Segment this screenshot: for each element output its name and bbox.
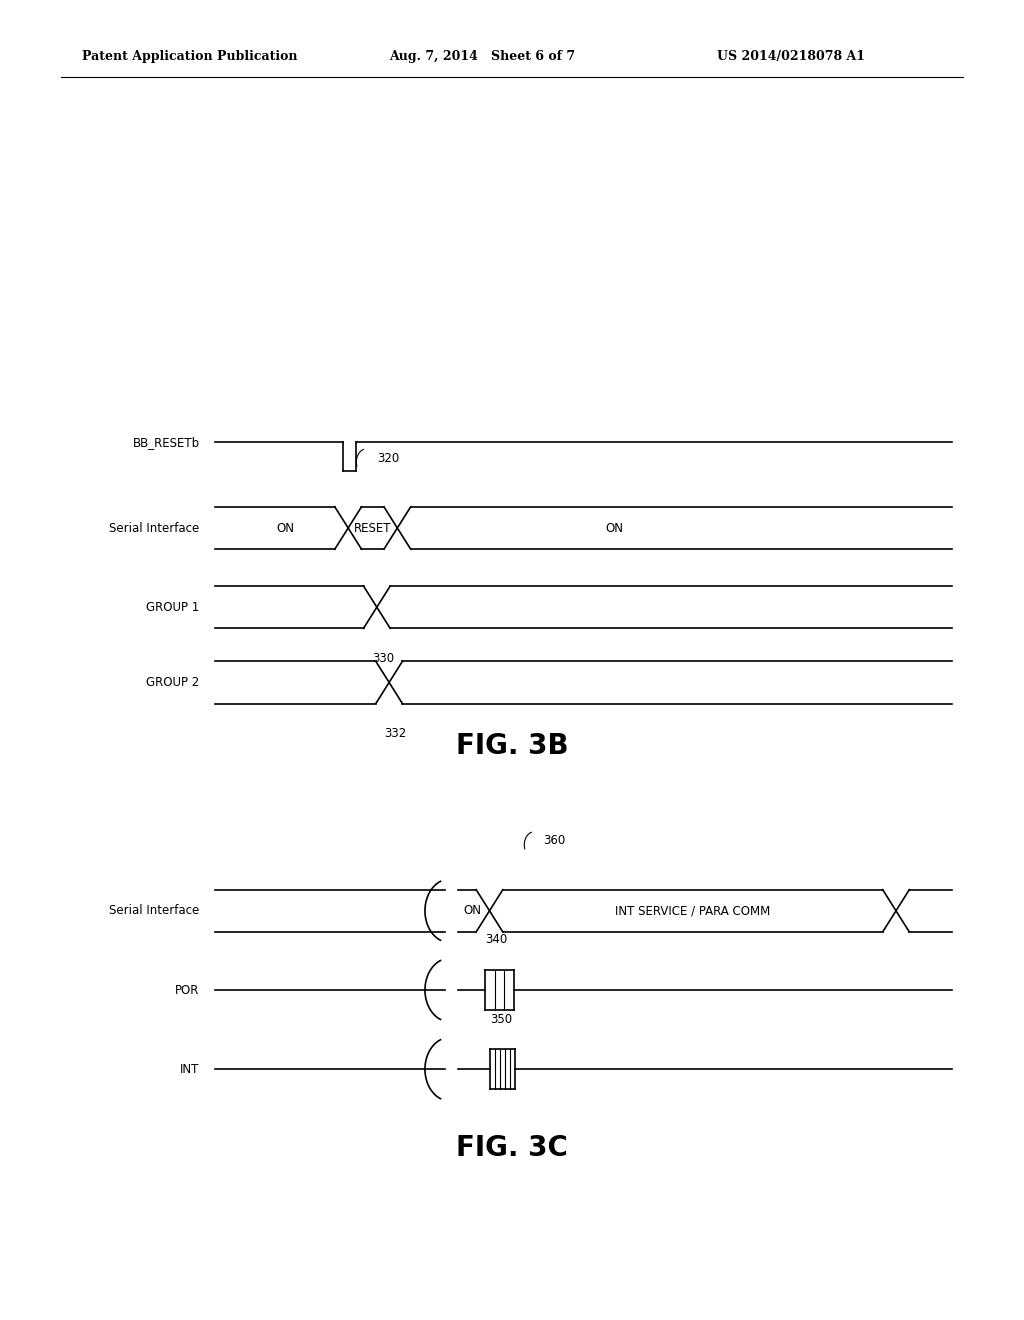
- Text: Aug. 7, 2014   Sheet 6 of 7: Aug. 7, 2014 Sheet 6 of 7: [389, 50, 575, 63]
- Text: ON: ON: [276, 521, 294, 535]
- Text: FIG. 3C: FIG. 3C: [456, 1134, 568, 1163]
- Text: BB_RESETb: BB_RESETb: [132, 436, 200, 449]
- Text: 332: 332: [384, 727, 407, 741]
- Text: FIG. 3B: FIG. 3B: [456, 731, 568, 760]
- Text: 330: 330: [372, 652, 394, 665]
- Text: INT: INT: [180, 1063, 200, 1076]
- Text: Serial Interface: Serial Interface: [110, 521, 200, 535]
- Text: GROUP 1: GROUP 1: [146, 601, 200, 614]
- Text: RESET: RESET: [354, 521, 391, 535]
- Text: Serial Interface: Serial Interface: [110, 904, 200, 917]
- Text: INT SERVICE / PARA COMM: INT SERVICE / PARA COMM: [615, 904, 770, 917]
- Text: 360: 360: [543, 834, 565, 847]
- Text: GROUP 2: GROUP 2: [146, 676, 200, 689]
- Text: ON: ON: [605, 521, 624, 535]
- Text: 350: 350: [490, 1012, 513, 1026]
- Text: US 2014/0218078 A1: US 2014/0218078 A1: [717, 50, 865, 63]
- Text: POR: POR: [175, 983, 200, 997]
- Text: ON: ON: [464, 904, 481, 917]
- Text: 320: 320: [377, 451, 399, 465]
- Text: Patent Application Publication: Patent Application Publication: [82, 50, 297, 63]
- Text: 340: 340: [485, 933, 508, 946]
